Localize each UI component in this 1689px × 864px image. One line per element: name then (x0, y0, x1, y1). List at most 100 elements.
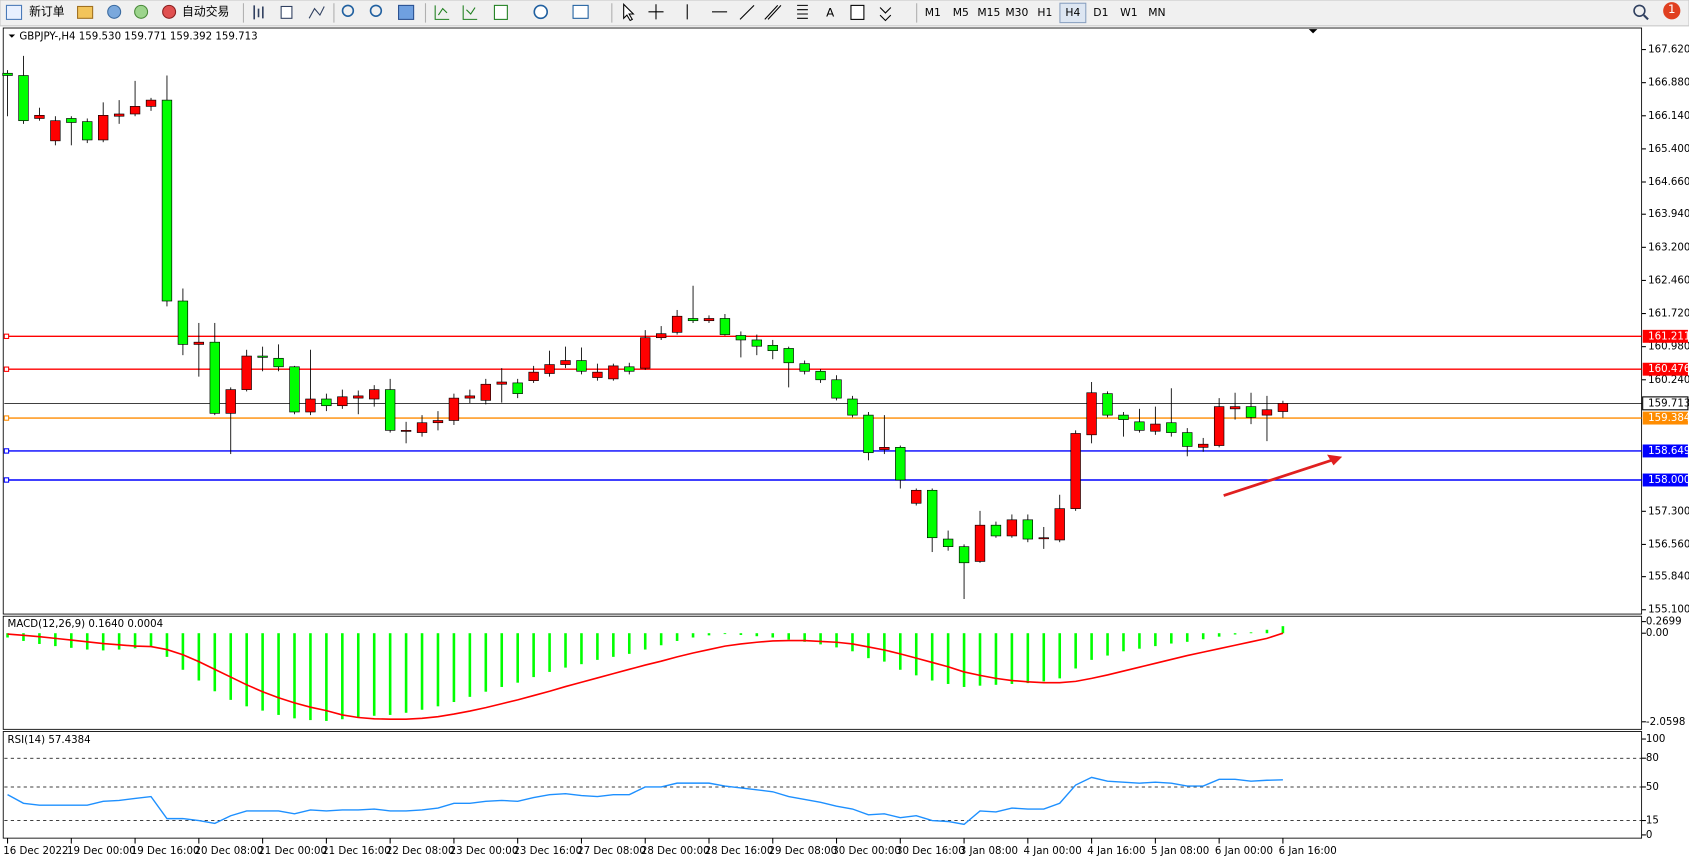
y-tick-label: 162.460 (1648, 275, 1689, 286)
y-tick-label: 155.840 (1648, 572, 1689, 583)
timeframe-button[interactable]: M30 (1005, 6, 1028, 19)
channel-button[interactable] (764, 5, 782, 20)
timeframe-button[interactable]: M15 (977, 6, 1000, 19)
candle-body (1229, 406, 1241, 410)
timeframe-button[interactable]: M1 (925, 6, 941, 19)
history-icon[interactable] (77, 5, 94, 19)
candle-body (735, 335, 747, 341)
hline-label-bg (1642, 444, 1688, 458)
y-tick-label: 80 (1646, 753, 1659, 764)
candle-body (384, 389, 396, 431)
macd-bar (516, 633, 519, 683)
candle-body (98, 115, 109, 141)
candle-body (129, 106, 141, 115)
auto-trading-button[interactable]: 自动交易 (182, 4, 229, 18)
candle-body (1118, 414, 1129, 420)
y-tick-label: 15 (1646, 816, 1659, 827)
trendline-button[interactable] (739, 5, 755, 20)
hline-label-bg (1642, 329, 1688, 343)
macd-bar (452, 633, 456, 703)
candle-body (34, 115, 45, 119)
y-tick-label: 156.560 (1648, 539, 1689, 550)
periods-button[interactable] (533, 4, 549, 20)
search-handle (1642, 14, 1649, 21)
timeframe-button[interactable]: W1 (1120, 6, 1137, 19)
candle-body (1198, 443, 1209, 448)
candle-body (1261, 409, 1273, 416)
macd-bar (659, 633, 663, 646)
arrows-button[interactable] (879, 7, 892, 22)
macd-bar (883, 633, 886, 662)
macd-bar (181, 633, 185, 670)
timeframe-button[interactable]: M5 (953, 6, 969, 19)
bar-chart-button[interactable] (253, 5, 264, 20)
zoom-in-button[interactable] (341, 4, 355, 17)
candle-body (863, 414, 874, 454)
timeframe-button[interactable]: H1 (1037, 6, 1052, 19)
auto-trading-icon[interactable] (162, 4, 177, 19)
hline-label: 161.211 (1648, 331, 1689, 342)
candle-body (193, 341, 205, 345)
candle-body (432, 420, 444, 424)
candle-chart-button[interactable] (280, 5, 293, 19)
y-tick-label: 0 (1646, 830, 1653, 841)
tile-button[interactable] (398, 4, 415, 20)
indicators-button[interactable] (493, 4, 508, 20)
signals-icon[interactable] (134, 4, 149, 19)
x-tick-label: 16 Dec 2022 (3, 846, 68, 857)
timeframe-button[interactable]: MN (1148, 6, 1165, 19)
macd-bar (229, 633, 233, 700)
zoom-out-button[interactable] (369, 4, 383, 17)
macd-bar (1170, 633, 1173, 644)
timeframe-button[interactable]: H4 (1065, 6, 1080, 19)
macd-bar (38, 633, 41, 644)
macd-bar (564, 633, 567, 668)
candle-body (225, 389, 236, 414)
candle-body (1086, 392, 1097, 436)
hline-anchor (3, 415, 10, 421)
candle-body (671, 315, 683, 333)
candle-body (895, 447, 906, 481)
candle-body (66, 118, 77, 123)
macd-bar (372, 633, 376, 716)
fibo-button[interactable] (797, 4, 808, 19)
macd-bar (627, 633, 631, 654)
text-tool-button[interactable]: A (826, 5, 834, 19)
y-tick-label: 160.980 (1648, 342, 1689, 353)
notification-badge[interactable] (1663, 2, 1681, 20)
autoscroll-button[interactable] (434, 5, 450, 20)
new-order-icon[interactable] (5, 4, 23, 20)
cursor-button[interactable] (623, 3, 635, 22)
new-order-button[interactable]: 新订单 (29, 4, 65, 18)
macd-bar (293, 633, 296, 719)
candle-body (703, 318, 715, 322)
candle-body (528, 371, 539, 381)
hline-label: 159.384 (1648, 413, 1689, 424)
y-tick-label: 164.660 (1648, 177, 1689, 188)
search-button[interactable] (1633, 4, 1646, 17)
macd-bar (851, 633, 854, 652)
macd-bar (771, 633, 775, 638)
templates-button[interactable] (572, 4, 589, 19)
label-tool-button[interactable] (850, 4, 865, 20)
x-tick-label: 21 Dec 00:00 (258, 846, 327, 857)
macd-bar (580, 633, 583, 665)
y-tick-label: 0.00 (1646, 628, 1669, 639)
chart-shift-button[interactable] (462, 5, 478, 20)
timeframe-button[interactable]: D1 (1093, 6, 1108, 19)
macd-bar (197, 633, 201, 681)
macd-bar (899, 633, 902, 670)
hline-label-bg (1642, 473, 1688, 487)
line-chart-button[interactable] (308, 6, 325, 19)
macd-bar (532, 633, 535, 678)
candle-body (815, 370, 826, 381)
candle-body (480, 383, 491, 401)
candle-body (799, 363, 810, 372)
crosshair-button[interactable] (648, 4, 664, 20)
candle-body (1166, 422, 1177, 433)
macd-bar (962, 633, 966, 687)
macd-bar (420, 633, 424, 710)
account-icon[interactable] (107, 4, 122, 19)
